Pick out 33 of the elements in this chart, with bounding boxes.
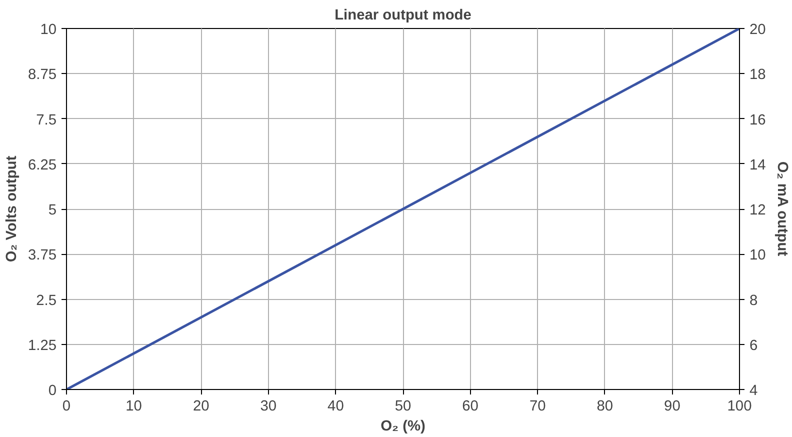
y-tick-label: 1.25 — [28, 338, 57, 354]
y-tick-label: 5 — [48, 202, 57, 218]
y2-tick-label: 4 — [750, 383, 758, 399]
chart-title: Linear output mode — [334, 8, 472, 24]
y-tick-label: 3.75 — [28, 248, 57, 264]
y2-tick-label: 18 — [750, 67, 766, 84]
y-tick-label: 2.5 — [36, 292, 56, 309]
x-tick-label: 80 — [596, 398, 614, 414]
x-tick-label: 100 — [727, 398, 752, 414]
y2-tick-label: 20 — [750, 22, 766, 38]
y2-axis-title: O₂ mA output — [774, 161, 790, 256]
x-tick-label: 50 — [394, 398, 412, 414]
y2-tick-label: 10 — [750, 248, 766, 264]
y2-tick-label: 6 — [750, 338, 758, 354]
x-tick-label: 40 — [328, 398, 344, 414]
y-tick-label: 8.75 — [28, 67, 57, 84]
y2-tick-label: 16 — [750, 112, 766, 128]
x-tick-label: 30 — [260, 398, 277, 414]
x-tick-label: 10 — [126, 398, 142, 414]
x-tick-label: 60 — [462, 398, 478, 414]
y-tick-label: 0 — [48, 383, 57, 399]
y-tick-label: 10 — [40, 22, 57, 38]
y2-tick-label: 12 — [750, 202, 766, 218]
x-tick-label: 20 — [192, 398, 210, 414]
y2-tick-label: 8 — [750, 292, 758, 309]
y-tick-label: 6.25 — [28, 157, 57, 174]
y-axis-title: O₂ Volts output — [4, 156, 20, 262]
x-tick-label: 0 — [62, 398, 71, 414]
y-tick-label: 7.5 — [36, 112, 56, 128]
x-tick-label: 90 — [664, 398, 680, 414]
y2-tick-label: 14 — [750, 157, 766, 174]
x-tick-label: 70 — [529, 398, 546, 414]
x-axis-title: O₂ (%) — [380, 418, 426, 434]
